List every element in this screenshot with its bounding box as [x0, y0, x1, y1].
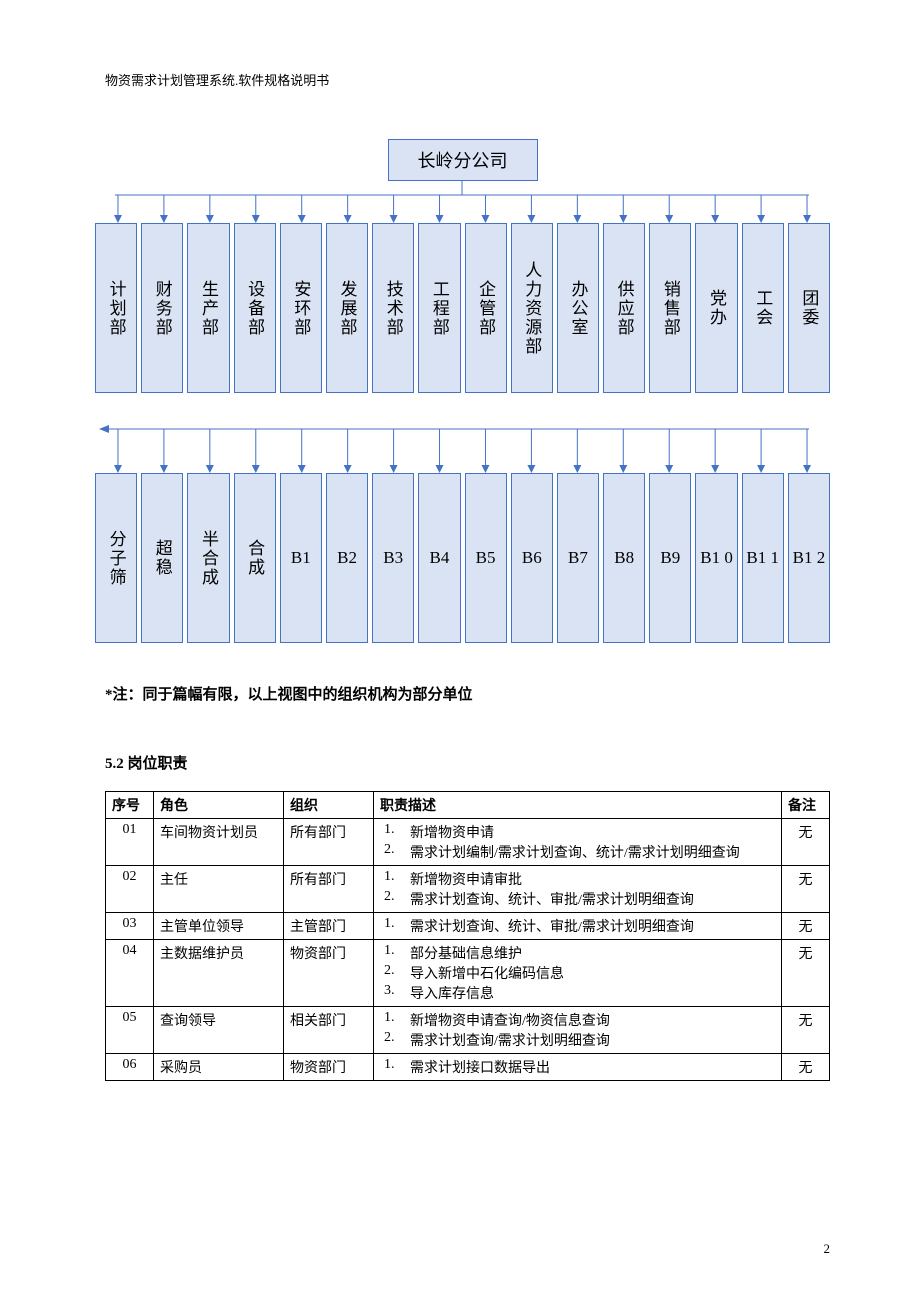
dept-box: 团委	[788, 223, 830, 393]
dept-box: 工程部	[418, 223, 460, 393]
table-header: 序号	[106, 792, 154, 819]
table-header: 备注	[782, 792, 830, 819]
org-root: 长岭分公司	[388, 139, 538, 181]
dept-box: 党办	[695, 223, 737, 393]
dept-box: 安环部	[280, 223, 322, 393]
dept-box: 办公室	[557, 223, 599, 393]
org-row-2: 分子筛超稳半合成合成B1B2B3B4B5B6B7B8B9B1 0B1 1B1 2	[95, 473, 830, 643]
dept-box: B1 0	[695, 473, 737, 643]
table-row: 06采购员物资部门1.需求计划接口数据导出无	[106, 1054, 830, 1081]
dept-box: 供应部	[603, 223, 645, 393]
dept-box: B9	[649, 473, 691, 643]
dept-box: B1 1	[742, 473, 784, 643]
dept-box: B7	[557, 473, 599, 643]
dept-box: B3	[372, 473, 414, 643]
dept-box: 设备部	[234, 223, 276, 393]
dept-box: B6	[511, 473, 553, 643]
dept-box: 合成	[234, 473, 276, 643]
connector-svg-row1	[95, 181, 830, 223]
dept-box: B1	[280, 473, 322, 643]
dept-box: B4	[418, 473, 460, 643]
table-row: 04主数据维护员物资部门1.部分基础信息维护2.导入新增中石化编码信息3.导入库…	[106, 940, 830, 1007]
note-text: *注：同于篇幅有限，以上视图中的组织机构为部分单位	[105, 683, 830, 704]
dept-box: B1 2	[788, 473, 830, 643]
page-number: 2	[824, 1241, 831, 1257]
roles-table: 序号角色组织职责描述备注 01车间物资计划员所有部门1.新增物资申请2.需求计划…	[105, 791, 830, 1081]
doc-header: 物资需求计划管理系统.软件规格说明书	[105, 70, 830, 89]
dept-box: 发展部	[326, 223, 368, 393]
table-header: 职责描述	[374, 792, 782, 819]
dept-box: 分子筛	[95, 473, 137, 643]
dept-box: 企管部	[465, 223, 507, 393]
dept-box: 财务部	[141, 223, 183, 393]
section-heading-5-2: 5.2 岗位职责	[105, 752, 830, 773]
dept-box: 人力资源部	[511, 223, 553, 393]
dept-box: 销售部	[649, 223, 691, 393]
dept-box: B8	[603, 473, 645, 643]
table-row: 05查询领导相关部门1.新增物资申请查询/物资信息查询2.需求计划查询/需求计划…	[106, 1007, 830, 1054]
org-row-1: 计划部财务部生产部设备部安环部发展部技术部工程部企管部人力资源部办公室供应部销售…	[95, 223, 830, 393]
table-header: 角色	[154, 792, 284, 819]
dept-box: 工会	[742, 223, 784, 393]
dept-box: 技术部	[372, 223, 414, 393]
table-header: 组织	[284, 792, 374, 819]
org-chart: 长岭分公司 计划部财务部生产部设备部安环部发展部技术部工程部企管部人力资源部办公…	[95, 139, 830, 643]
connector-svg-row2	[95, 393, 830, 473]
dept-box: B5	[465, 473, 507, 643]
table-row: 01车间物资计划员所有部门1.新增物资申请2.需求计划编制/需求计划查询、统计/…	[106, 819, 830, 866]
dept-box: 半合成	[187, 473, 229, 643]
dept-box: 超稳	[141, 473, 183, 643]
dept-box: 生产部	[187, 223, 229, 393]
table-row: 03主管单位领导主管部门1.需求计划查询、统计、审批/需求计划明细查询无	[106, 913, 830, 940]
dept-box: B2	[326, 473, 368, 643]
dept-box: 计划部	[95, 223, 137, 393]
table-row: 02主任所有部门1.新增物资申请审批2.需求计划查询、统计、审批/需求计划明细查…	[106, 866, 830, 913]
